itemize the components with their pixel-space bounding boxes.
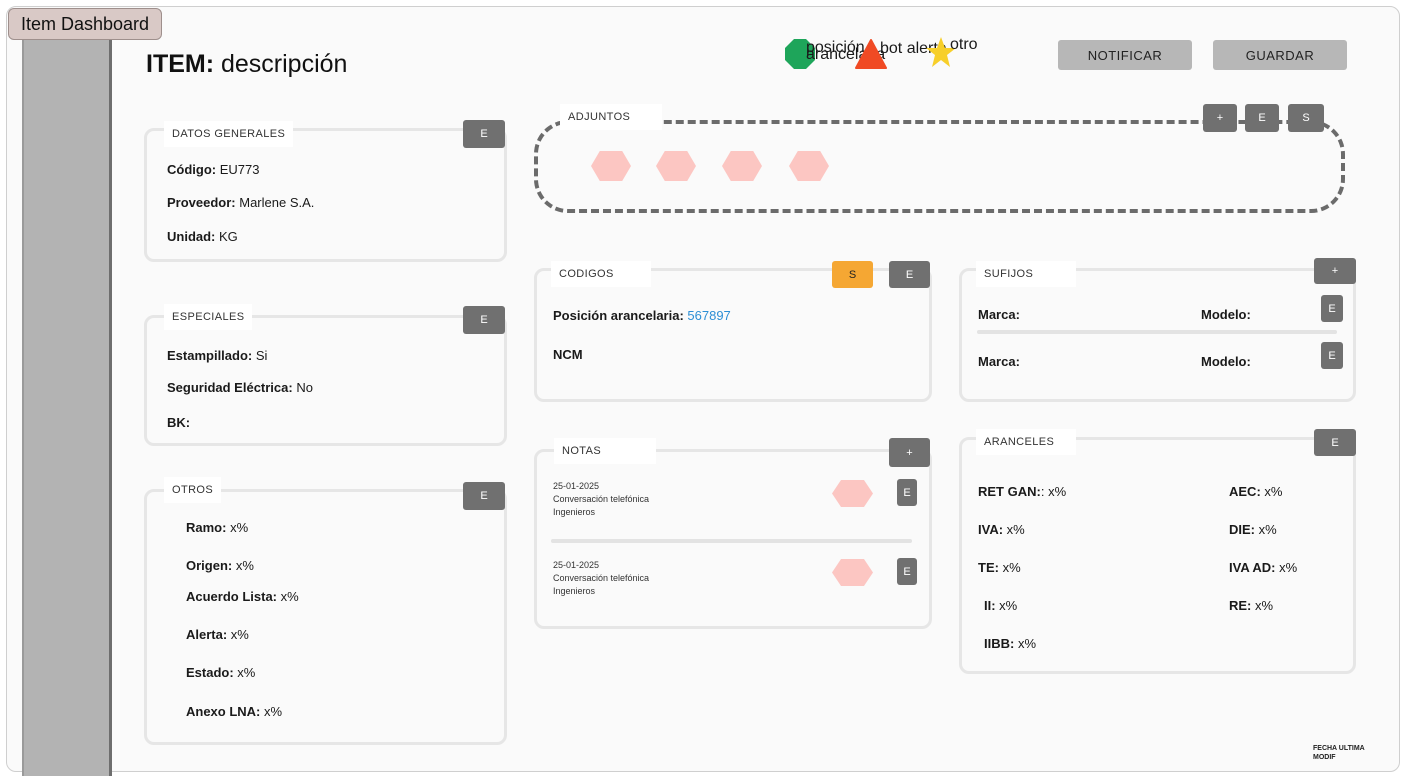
re-field: RE: x% [1229,598,1274,613]
octagon-icon [785,39,815,69]
iibb-field: IIBB: x% [984,636,1037,651]
alerta-field: Alerta: x% [186,627,249,642]
attachment-item[interactable] [591,151,631,181]
estampillado-field: Estampillado: Si [167,348,268,363]
attachment-item[interactable] [789,151,829,181]
aranceles-edit-button[interactable]: E [1314,429,1356,456]
acuerdo-lista-field: Acuerdo Lista: x% [186,589,299,604]
die-field: DIE: x% [1229,522,1277,537]
seguridad-electrica-field: Seguridad Eléctrica: No [167,380,313,395]
unidad-field: Unidad: KG [167,229,238,244]
especiales-card [144,315,507,446]
sufijo-marca-1: Marca: [978,307,1020,322]
star-icon [926,37,956,67]
attachment-item[interactable] [722,151,762,181]
proveedor-field: Proveedor: Marlene S.A. [167,195,315,210]
codigos-card [534,268,932,402]
aranceles-card [959,437,1356,674]
ii-field: II: x% [984,598,1018,613]
notas-title: NOTAS [554,438,656,464]
otros-edit-button[interactable]: E [463,482,505,510]
anexo-lna-field: Anexo LNA: x% [186,704,283,719]
page-title-text: descripción [214,50,348,78]
sufijo-edit-button-2[interactable]: E [1321,342,1343,369]
estado-field: Estado: x% [186,665,256,680]
te-field: TE: x% [978,560,1021,575]
codigos-title: CODIGOS [551,261,651,287]
last-modified-line: FECHA ULTIMA [1313,745,1365,752]
page-title: ITEM: descripción [146,50,347,79]
bk-field: BK: [167,415,191,430]
attachment-item[interactable] [656,151,696,181]
posicion-arancelaria-link[interactable]: 567897 [687,308,731,323]
save-button[interactable]: GUARDAR [1213,40,1347,70]
sufijo-edit-button-1[interactable]: E [1321,295,1343,322]
note-line: Conversación telefónica [553,573,650,583]
last-modified-label: FECHA ULTIMA MODIF [1313,744,1365,762]
ret-gan-field: RET GAN:: x% [978,484,1067,499]
aranceles-title: ARANCELES [976,429,1076,455]
legend-label-3: otro [950,36,978,53]
datos-generales-card [144,128,507,262]
note-item-1: 25-01-2025 Conversación telefónica Ingen… [553,480,649,519]
otros-card [144,489,507,745]
ramo-field: Ramo: x% [186,520,249,535]
especiales-edit-button[interactable]: E [463,306,505,334]
sufijo-modelo-1: Modelo: [1201,307,1251,322]
codigo-field: Código: EU773 [167,162,260,177]
aec-field: AEC: x% [1229,484,1283,499]
sufijo-marca-2: Marca: [978,354,1020,369]
note-line: Conversación telefónica [553,494,650,504]
note-attachment[interactable] [832,480,873,507]
sufijos-card [959,268,1356,402]
page-title-label: ITEM: [146,50,215,78]
window-tab[interactable]: Item Dashboard [8,8,163,40]
sufijos-add-button[interactable]: + [1314,258,1356,284]
origen-field: Origen: x% [186,558,254,573]
especiales-title: ESPECIALES [164,304,253,330]
adjuntos-add-button[interactable]: + [1203,104,1237,132]
ncm-field: NCM [553,347,583,362]
datos-generales-edit-button[interactable]: E [463,120,505,148]
sufijos-divider [977,330,1337,334]
sidebar [22,28,112,776]
legend-label-2: bot alerta [880,40,947,57]
note-date: 25-01-2025 [553,560,600,570]
triangle-icon [855,39,887,69]
note-line: Ingenieros [553,507,596,517]
notas-divider [551,539,912,543]
iva-ad-field: IVA AD: x% [1229,560,1298,575]
note-edit-button-1[interactable]: E [897,479,917,506]
adjuntos-s-button[interactable]: S [1288,104,1324,132]
otros-title: OTROS [164,477,222,503]
adjuntos-edit-button[interactable]: E [1245,104,1279,132]
sufijo-modelo-2: Modelo: [1201,354,1251,369]
last-modified-line: MODIF [1313,754,1336,761]
legend-label-1: posición arancelaria [806,39,886,63]
adjuntos-dropzone[interactable] [534,120,1345,213]
note-line: Ingenieros [553,586,596,596]
codigos-edit-button[interactable]: E [889,261,930,288]
datos-generales-title: DATOS GENERALES [164,121,294,147]
notas-add-button[interactable]: + [889,438,930,467]
adjuntos-title: ADJUNTOS [560,104,662,130]
posicion-arancelaria-field: Posición arancelaria: 567897 [553,308,731,323]
codigos-s-button[interactable]: S [832,261,873,288]
sufijos-title: SUFIJOS [976,261,1076,287]
iva-field: IVA: x% [978,522,1025,537]
note-date: 25-01-2025 [553,481,600,491]
note-item-2: 25-01-2025 Conversación telefónica Ingen… [553,559,649,598]
note-edit-button-2[interactable]: E [897,558,917,585]
notify-button[interactable]: NOTIFICAR [1058,40,1192,70]
note-attachment[interactable] [832,559,873,586]
